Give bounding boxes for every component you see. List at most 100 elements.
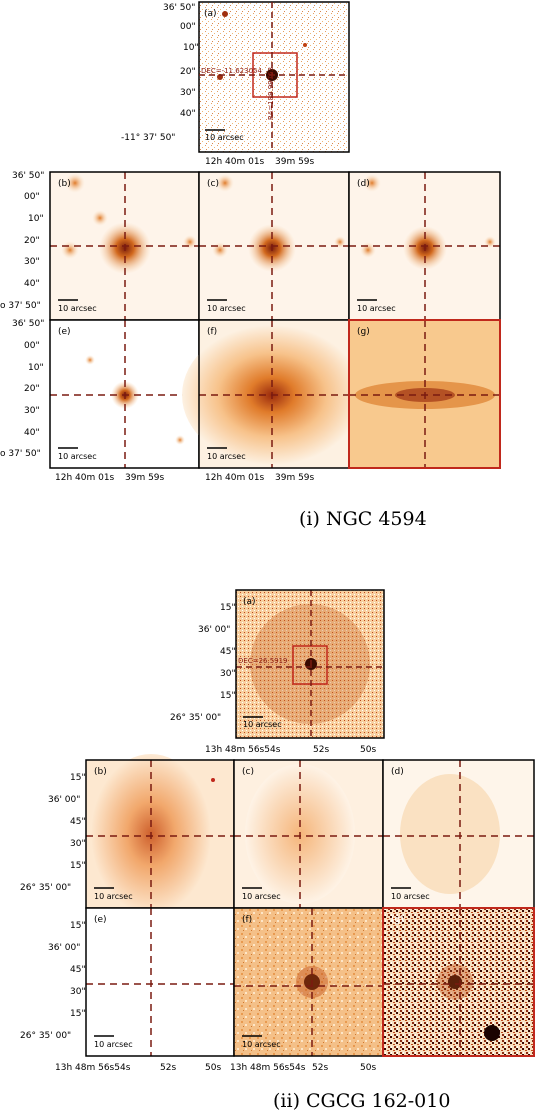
svg-text:(f): (f)	[242, 915, 252, 925]
svg-text:40": 40"	[180, 109, 196, 119]
svg-text:30": 30"	[24, 257, 40, 267]
panel-a: (a) DEC=-11.623054 RA=189.99763 10 arcse…	[198, 1, 350, 153]
svg-text:10 arcsec: 10 arcsec	[94, 892, 133, 901]
svg-text:10 arcsec: 10 arcsec	[243, 720, 282, 729]
svg-text:(b): (b)	[94, 767, 107, 777]
svg-text:39m 59s: 39m 59s	[125, 473, 165, 483]
panel-c-ii: (c) 10 arcsec	[233, 759, 384, 909]
svg-text:00": 00"	[24, 192, 40, 202]
svg-text:10 arcsec: 10 arcsec	[242, 892, 281, 901]
svg-text:o 37' 50": o 37' 50"	[0, 449, 41, 459]
svg-text:36' 50": 36' 50"	[12, 319, 44, 329]
panel-e-ii: (e) 10 arcsec	[85, 907, 235, 1057]
figure-ii: (a) DEC=26.5919 10 arcsec 15" 36' 00" 45…	[20, 589, 535, 1073]
panel-label: (a)	[204, 9, 217, 19]
svg-text:40": 40"	[24, 428, 40, 438]
svg-text:(d): (d)	[391, 767, 404, 777]
svg-text:39m 59s: 39m 59s	[275, 157, 315, 167]
panel-d-ii: (d) 10 arcsec	[382, 759, 535, 909]
svg-text:26° 35' 00": 26° 35' 00"	[170, 713, 221, 723]
scale-bar: 10 arcsec	[205, 133, 244, 142]
svg-text:20": 20"	[24, 384, 40, 394]
svg-text:30": 30"	[180, 88, 196, 98]
svg-text:30": 30"	[70, 839, 86, 849]
svg-text:20": 20"	[24, 236, 40, 246]
figure-i: (a) DEC=-11.623054 RA=189.99763 10 arcse…	[0, 1, 501, 483]
svg-text:10 arcsec: 10 arcsec	[207, 304, 246, 313]
svg-text:52s: 52s	[312, 1063, 328, 1073]
panel-c: (c) 10 arcsec	[198, 171, 350, 321]
svg-text:(d): (d)	[357, 179, 370, 189]
panel-a-ii: (a) DEC=26.5919 10 arcsec	[235, 589, 385, 739]
svg-text:15": 15"	[70, 773, 86, 783]
svg-text:10 arcsec: 10 arcsec	[391, 892, 430, 901]
svg-text:(g): (g)	[391, 915, 404, 925]
svg-text:36' 50": 36' 50"	[163, 3, 195, 13]
ra-annotation: RA=189.99763	[267, 67, 275, 120]
svg-text:52s: 52s	[313, 745, 329, 755]
svg-text:30": 30"	[24, 406, 40, 416]
svg-text:(e): (e)	[94, 915, 107, 925]
svg-text:15": 15"	[70, 921, 86, 931]
svg-text:15": 15"	[220, 691, 236, 701]
svg-text:13h 48m 56s54s: 13h 48m 56s54s	[205, 745, 281, 755]
panel-b-ii: (b) 10 arcsec	[85, 754, 235, 914]
svg-text:36' 00": 36' 00"	[48, 795, 80, 805]
svg-text:36' 50": 36' 50"	[12, 171, 44, 181]
svg-text:45": 45"	[70, 817, 86, 827]
svg-text:00": 00"	[24, 341, 40, 351]
svg-text:36' 00": 36' 00"	[48, 943, 80, 953]
svg-text:12h 40m 01s: 12h 40m 01s	[205, 157, 265, 167]
svg-text:15": 15"	[70, 861, 86, 871]
figure-ii-caption: (ii) CGCG 162-010	[273, 1090, 451, 1112]
panel-f: (f) 10 arcsec	[182, 319, 362, 469]
panel-d: (d) 10 arcsec	[348, 171, 501, 321]
panel-g: (g)	[348, 319, 501, 469]
figure-i-caption: (i) NGC 4594	[299, 508, 427, 530]
svg-text:20": 20"	[180, 67, 196, 77]
svg-text:36' 00": 36' 00"	[198, 625, 230, 635]
svg-text:26° 35' 00": 26° 35' 00"	[20, 1031, 71, 1041]
svg-text:13h 48m 56s54s: 13h 48m 56s54s	[230, 1063, 306, 1073]
dec-annotation: DEC=26.5919	[238, 657, 288, 665]
svg-text:40": 40"	[24, 279, 40, 289]
svg-text:(c): (c)	[242, 767, 254, 777]
svg-text:(g): (g)	[357, 327, 370, 337]
svg-text:10 arcsec: 10 arcsec	[58, 304, 97, 313]
svg-text:(c): (c)	[207, 179, 219, 189]
svg-text:50s: 50s	[205, 1063, 221, 1073]
svg-text:-11° 37' 50": -11° 37' 50"	[121, 133, 175, 143]
svg-text:10 arcsec: 10 arcsec	[357, 304, 396, 313]
svg-text:30": 30"	[220, 669, 236, 679]
svg-text:52s: 52s	[160, 1063, 176, 1073]
svg-text:45": 45"	[70, 965, 86, 975]
svg-text:(e): (e)	[58, 327, 71, 337]
svg-text:(f): (f)	[207, 327, 217, 337]
svg-text:15": 15"	[70, 1009, 86, 1019]
panel-f-ii: (f) 10 arcsec	[233, 907, 384, 1057]
panel-g-ii: (g)	[382, 907, 535, 1057]
dec-annotation: DEC=-11.623054	[201, 67, 262, 75]
svg-text:13h 48m 56s54s: 13h 48m 56s54s	[55, 1063, 131, 1073]
svg-text:45": 45"	[220, 647, 236, 657]
svg-text:30": 30"	[70, 987, 86, 997]
panel-b: (b) 10 arcsec	[49, 171, 200, 321]
svg-text:10 arcsec: 10 arcsec	[58, 452, 97, 461]
svg-text:(a): (a)	[243, 597, 256, 607]
svg-text:00": 00"	[180, 22, 196, 32]
svg-text:10 arcsec: 10 arcsec	[207, 452, 246, 461]
svg-text:10 arcsec: 10 arcsec	[94, 1040, 133, 1049]
svg-text:26° 35' 00": 26° 35' 00"	[20, 883, 71, 893]
svg-text:10 arcsec: 10 arcsec	[242, 1040, 281, 1049]
svg-text:39m 59s: 39m 59s	[275, 473, 315, 483]
svg-text:o 37' 50": o 37' 50"	[0, 301, 41, 311]
svg-text:12h 40m 01s: 12h 40m 01s	[55, 473, 115, 483]
svg-text:(b): (b)	[58, 179, 71, 189]
svg-text:10": 10"	[28, 214, 44, 224]
svg-text:50s: 50s	[360, 1063, 376, 1073]
svg-text:10": 10"	[28, 363, 44, 373]
svg-text:15": 15"	[220, 603, 236, 613]
svg-text:10": 10"	[183, 43, 199, 53]
svg-text:50s: 50s	[360, 745, 376, 755]
panel-e: (e) 10 arcsec	[49, 319, 200, 469]
